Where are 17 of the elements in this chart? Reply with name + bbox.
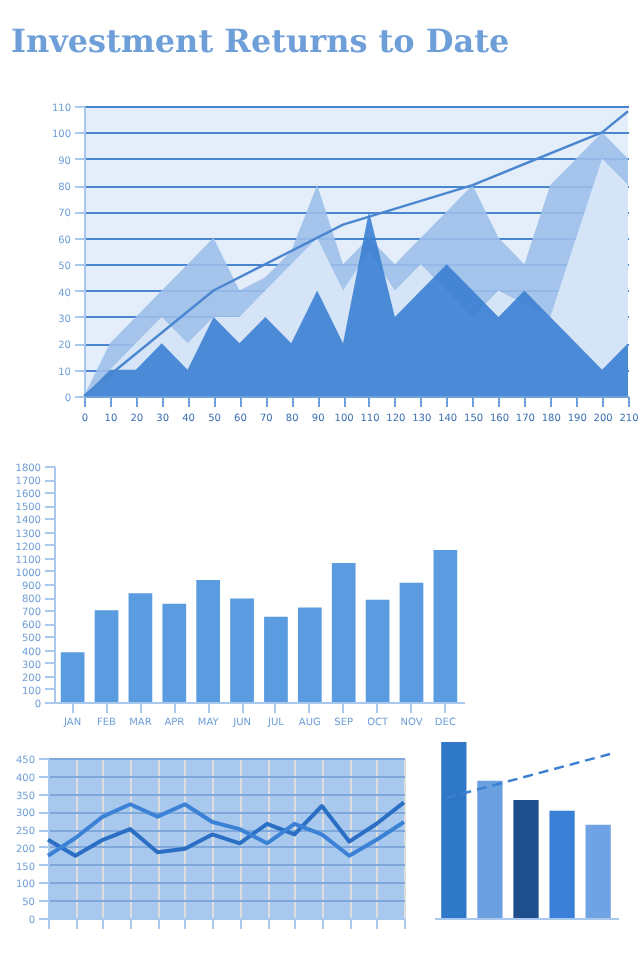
bar bbox=[60, 652, 85, 702]
bar bbox=[128, 593, 153, 702]
bar bbox=[433, 549, 458, 702]
bar bbox=[162, 603, 187, 702]
bar bbox=[331, 563, 356, 702]
bar bbox=[196, 580, 221, 702]
bar bbox=[399, 582, 424, 702]
bar bbox=[549, 810, 575, 918]
bar bbox=[477, 780, 503, 918]
bar bbox=[94, 610, 119, 702]
bar bbox=[585, 824, 611, 918]
bar bbox=[513, 800, 539, 918]
bar bbox=[297, 607, 322, 702]
bar bbox=[365, 599, 390, 702]
bar bbox=[230, 598, 254, 702]
chart-title: Investment Returns to Date bbox=[10, 22, 510, 60]
bar bbox=[264, 616, 288, 702]
